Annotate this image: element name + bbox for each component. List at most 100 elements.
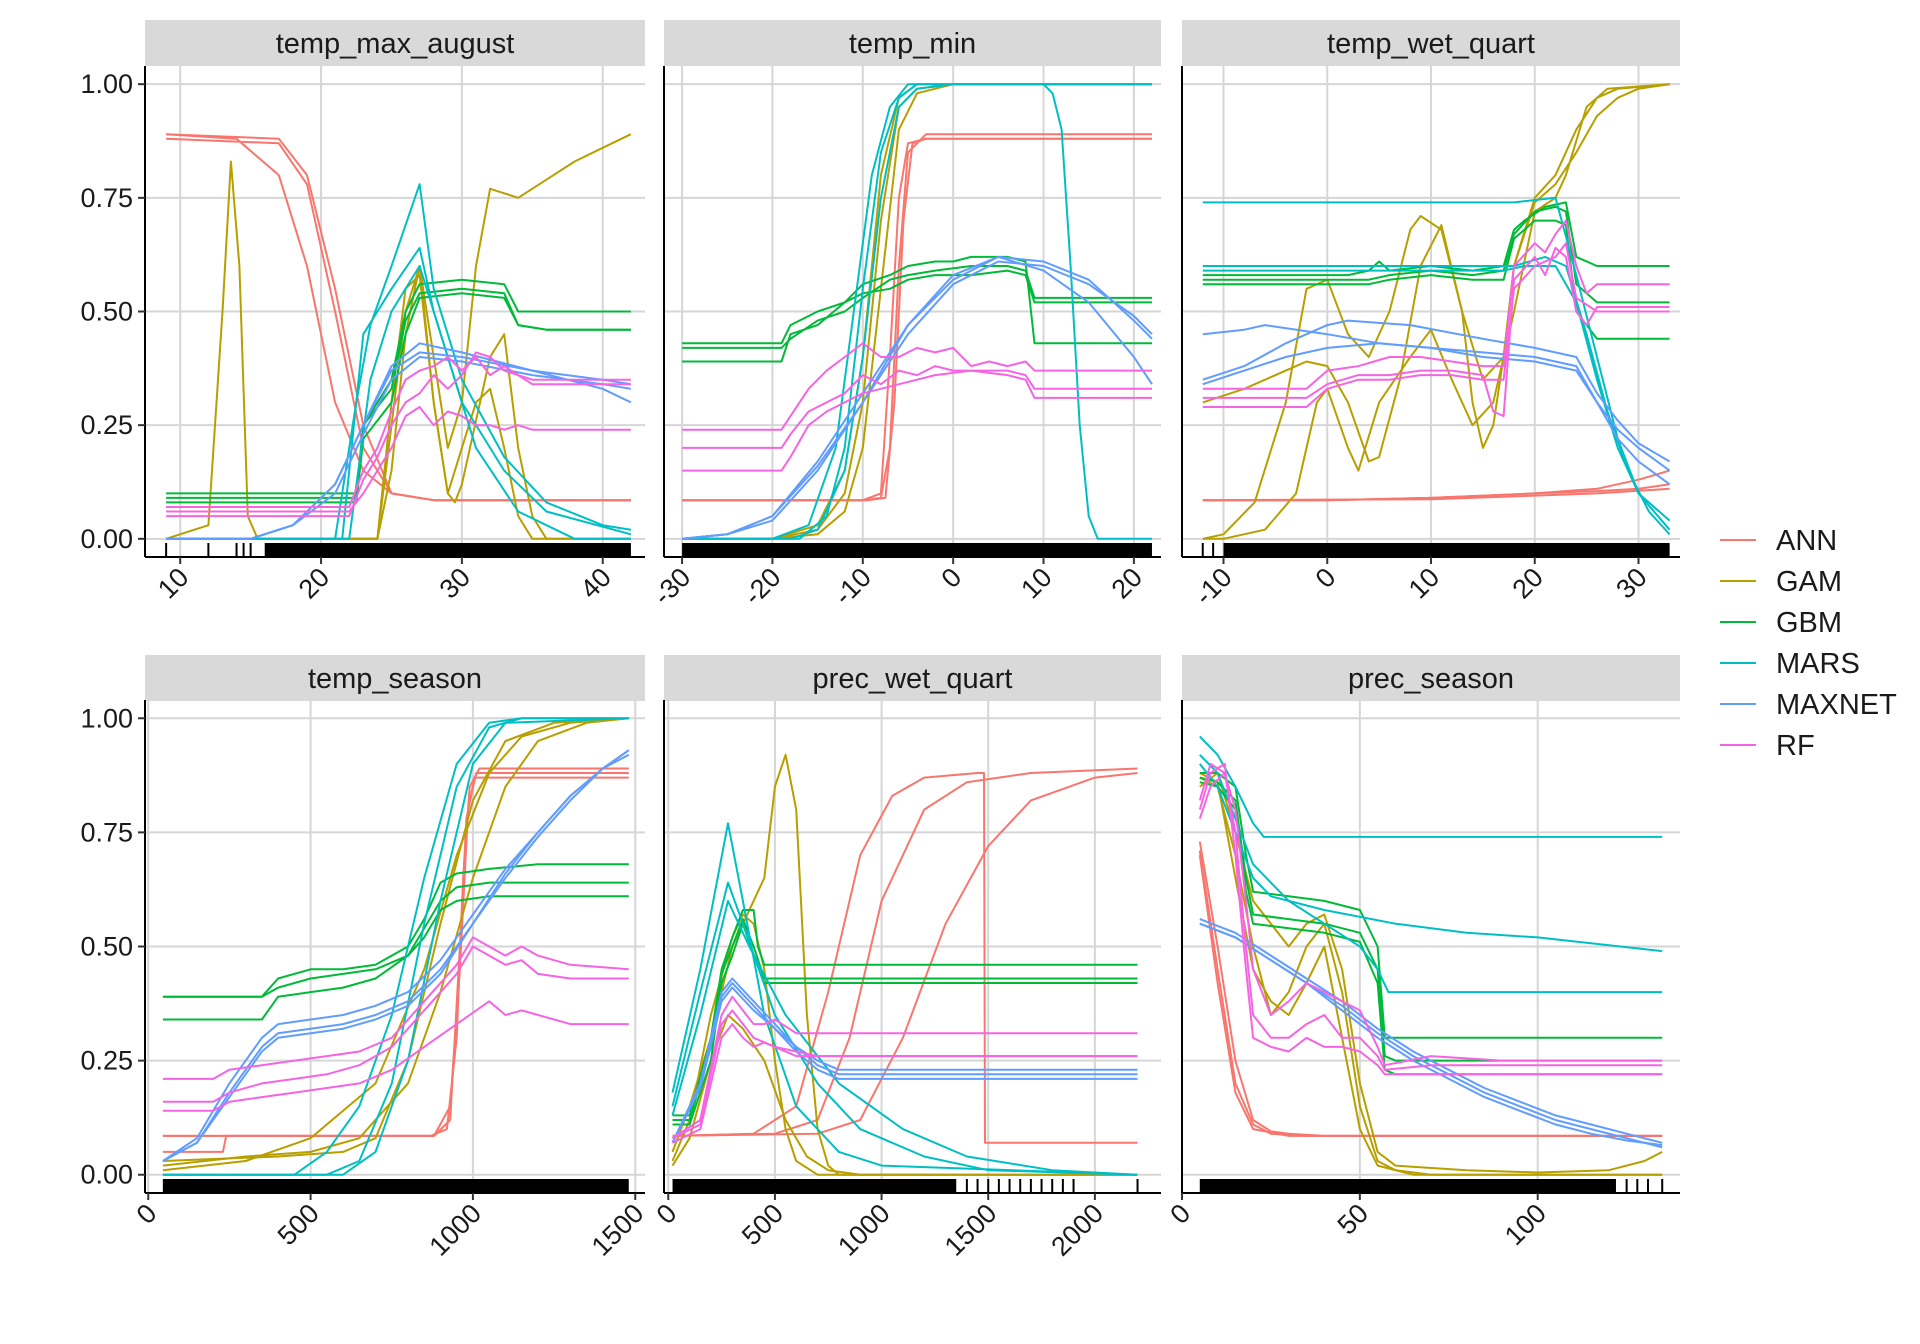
series-line-maxnet — [1199, 922, 1663, 1147]
series-lines — [1198, 735, 1663, 1176]
series-line-gbm — [682, 269, 1152, 363]
series-line-rf — [1202, 246, 1670, 418]
x-tick-label: 30 — [434, 562, 476, 604]
series-line-gbm — [682, 265, 1152, 349]
series-line-rf — [672, 1023, 1138, 1144]
x-tick-label: 0 — [1310, 562, 1342, 594]
rug-dense-band — [682, 543, 1152, 557]
series-line-maxnet — [671, 986, 1138, 1144]
series-line-gbm — [672, 918, 1138, 1121]
series-line-ann — [1202, 487, 1670, 502]
legend-label: MARS — [1776, 648, 1860, 680]
x-tick-label: 0 — [936, 562, 968, 594]
rug-marks — [162, 1179, 629, 1193]
series-line-gam — [1199, 772, 1663, 1174]
x-tick-label: -10 — [828, 562, 877, 611]
rug-dense-band — [264, 543, 631, 557]
legend-item-maxnet: MAXNET — [1720, 689, 1897, 721]
strip-background — [664, 655, 1161, 701]
legend-item-gam: GAM — [1720, 566, 1842, 598]
rug-dense-band — [1223, 543, 1670, 557]
y-tick-label: 0.25 — [80, 410, 133, 440]
panel-prec-season: prec_season 0 50 100 — [1164, 655, 1680, 1251]
strip-label: temp_wet_quart — [1327, 28, 1535, 60]
series-line-ann — [1198, 855, 1663, 1137]
legend-label: MAXNET — [1776, 689, 1897, 721]
series-line-rf — [166, 406, 631, 513]
strip-background — [1182, 20, 1680, 66]
rug-dense-band — [1199, 1179, 1616, 1193]
series-line-mars — [1199, 754, 1663, 994]
series-line-rf — [162, 945, 629, 1103]
x-tick-label: 20 — [1507, 562, 1549, 604]
legend-item-gbm: GBM — [1720, 607, 1842, 639]
y-tick-label: 0.00 — [80, 524, 133, 554]
legend-label: ANN — [1776, 525, 1837, 557]
y-tick-label: 0.50 — [80, 932, 133, 962]
series-line-gam — [1202, 83, 1670, 463]
panel-temp-wet-quart: temp_wet_quart -10 0 10 20 30 — [1181, 20, 1680, 611]
series-line-rf — [682, 365, 1152, 449]
series-line-maxnet — [671, 982, 1138, 1144]
series-line-gam — [165, 133, 632, 540]
series-line-mars — [162, 717, 629, 1176]
series-line-ann — [672, 772, 1138, 1137]
y-tick-label: 0.00 — [80, 1160, 133, 1190]
series-line-mars — [1199, 735, 1663, 838]
rug-marks — [682, 543, 1152, 557]
y-tick-label: 0.75 — [80, 183, 133, 213]
panel-prec-wet-quart: prec_wet_quart 0 500 1000 1500 2000 — [651, 655, 1161, 1262]
series-line-maxnet — [162, 749, 630, 1162]
series-line-maxnet — [162, 753, 630, 1162]
series-line-ann — [166, 133, 631, 502]
y-tick-label: 0.50 — [80, 297, 133, 327]
strip-background — [1182, 655, 1680, 701]
x-tick-label: 500 — [736, 1198, 789, 1251]
series-line-gam — [1202, 83, 1670, 540]
series-line-rf — [672, 1009, 1138, 1140]
strip-background — [145, 20, 645, 66]
series-line-rf — [682, 369, 1152, 472]
series-line-mars — [1202, 265, 1671, 522]
series-line-maxnet — [1202, 324, 1671, 472]
series-line-maxnet — [1202, 342, 1671, 486]
x-tick-label: 500 — [272, 1198, 325, 1251]
rug-marks — [165, 543, 631, 557]
x-tick-label: 40 — [575, 562, 617, 604]
series-line-gam — [162, 717, 629, 1162]
strip-label: prec_wet_quart — [813, 663, 1013, 695]
series-line-mars — [162, 717, 629, 1176]
series-line-rf — [162, 936, 629, 1080]
series-line-maxnet — [1199, 918, 1663, 1144]
x-tick-label: 1500 — [939, 1198, 1003, 1262]
series-line-mars — [166, 183, 632, 540]
series-line-rf — [166, 351, 631, 518]
y-tick-label: 0.25 — [80, 1046, 133, 1076]
series-line-mars — [671, 881, 1138, 1176]
x-tick-label: 10 — [1403, 562, 1445, 604]
y-tick-label: 1.00 — [80, 703, 133, 733]
series-line-maxnet — [682, 260, 1153, 540]
x-tick-label: 10 — [1015, 562, 1057, 604]
legend: ANN GAM GBM MARS MAXNET RF — [1720, 525, 1897, 762]
series-line-gam — [162, 717, 629, 1172]
strip-background — [664, 20, 1161, 66]
rug-dense-band — [162, 1179, 629, 1193]
series-line-gam — [166, 274, 631, 540]
series-line-rf — [1202, 242, 1670, 408]
series-line-mars — [682, 83, 1152, 540]
series-line-gbm — [1202, 205, 1670, 304]
series-line-rf — [1198, 762, 1663, 1076]
x-tick-label: 1000 — [832, 1198, 896, 1262]
x-tick-label: 0 — [651, 1198, 683, 1230]
x-tick-label: -20 — [738, 562, 787, 611]
series-line-gam — [162, 717, 629, 1167]
strip-label: temp_season — [308, 663, 482, 695]
series-line-mars — [1202, 196, 1671, 531]
series-line-mars — [682, 83, 1152, 540]
series-line-ann — [1198, 841, 1663, 1137]
x-tick-label: 20 — [1106, 562, 1148, 604]
series-line-gbm — [162, 881, 629, 998]
x-tick-label: 100 — [1499, 1198, 1552, 1251]
series-line-maxnet — [682, 255, 1153, 540]
